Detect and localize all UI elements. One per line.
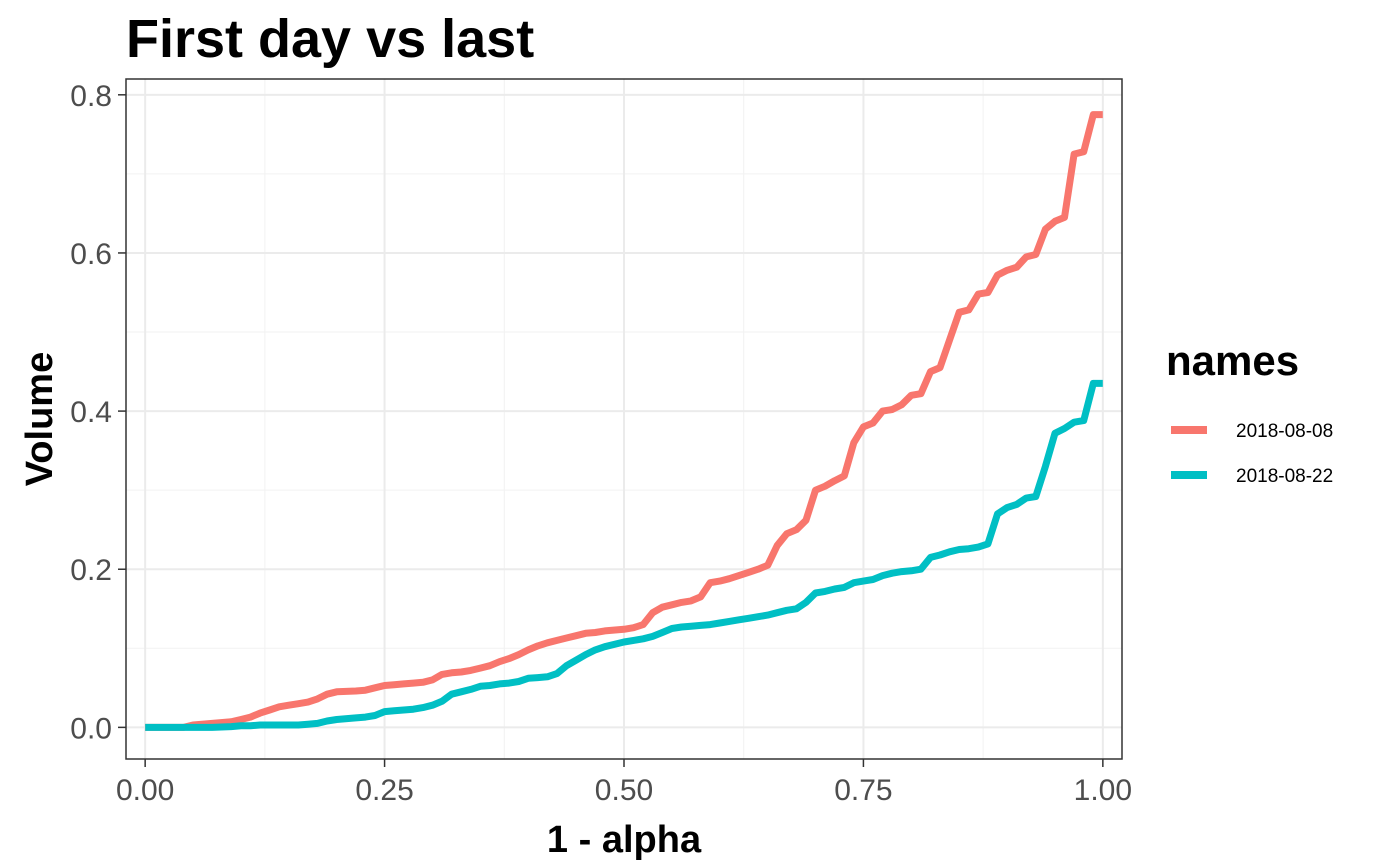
series-lines [145, 111, 1103, 731]
legend-label-2018-08-22: 2018-08-22 [1236, 466, 1333, 487]
x-axis-title: 1 - alpha [547, 819, 702, 861]
y-axis: 0.0 0.2 0.4 0.6 0.8 [70, 80, 126, 745]
y-tick-label: 0.8 [70, 80, 112, 113]
y-tick-label: 0.2 [70, 554, 112, 587]
series-line-2018-08-22 [145, 379, 1103, 731]
y-tick-label: 0.4 [70, 396, 112, 429]
x-tick-label: 0.75 [834, 774, 892, 807]
x-tick-label: 0.00 [116, 774, 174, 807]
x-tick-label: 0.50 [595, 774, 653, 807]
x-tick-label: 0.25 [355, 774, 413, 807]
y-tick-label: 0.6 [70, 238, 112, 271]
legend: names 2018-08-08 2018-08-22 [1166, 337, 1333, 487]
y-axis-title: Volume [19, 352, 61, 486]
x-axis: 0.00 0.25 0.50 0.75 1.00 [116, 759, 1132, 807]
y-tick-label: 0.0 [70, 712, 112, 745]
legend-label-2018-08-08: 2018-08-08 [1236, 421, 1333, 442]
series-line-2018-08-08 [145, 111, 1103, 731]
grid-major [126, 79, 1122, 759]
chart-title: First day vs last [126, 9, 534, 69]
legend-title: names [1166, 337, 1299, 384]
x-tick-label: 1.00 [1074, 774, 1132, 807]
